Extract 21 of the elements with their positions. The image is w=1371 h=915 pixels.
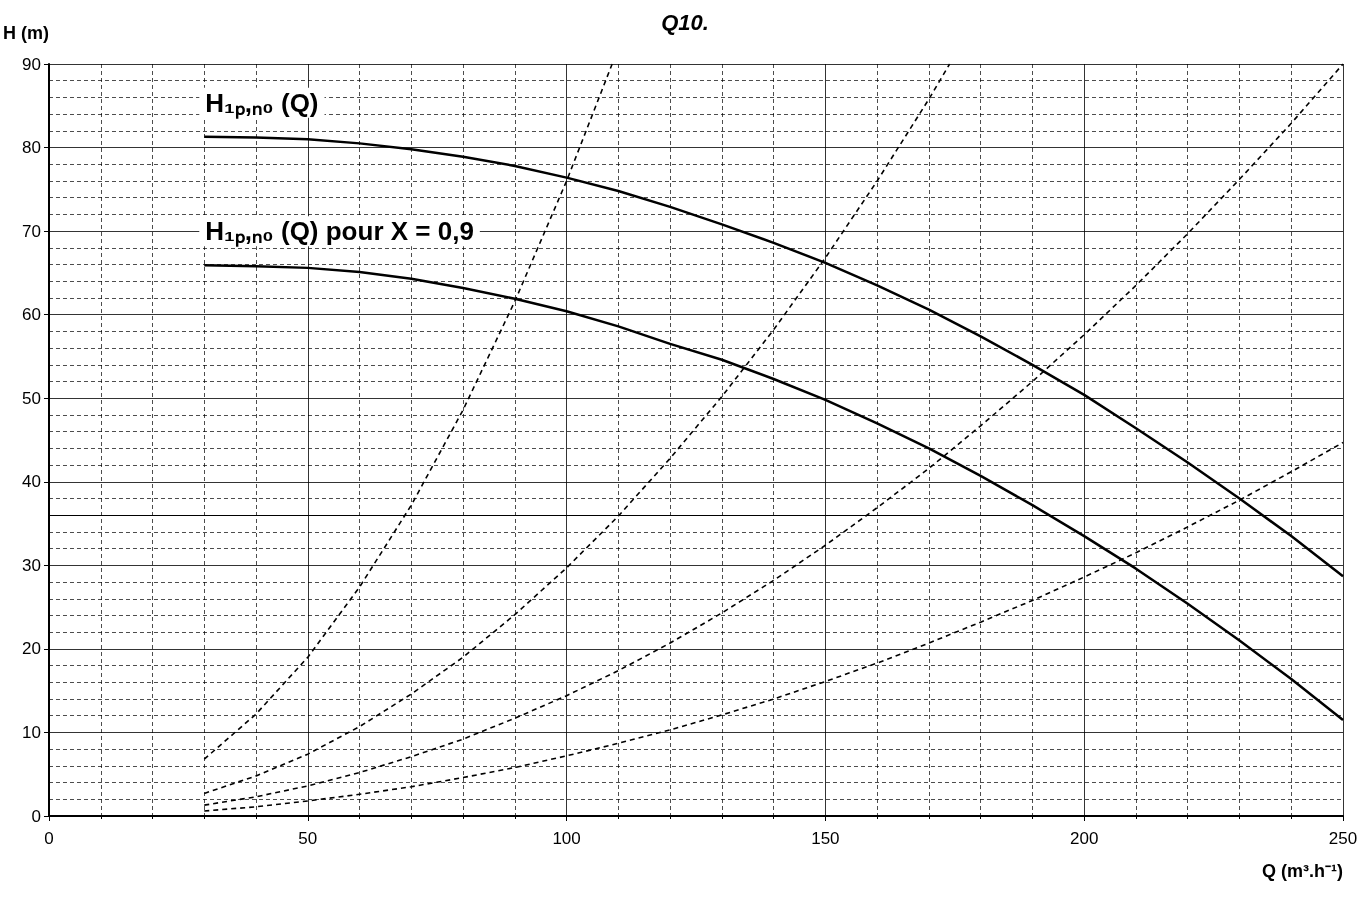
chart-title: Q10. [661, 9, 709, 35]
y-tick-label: 90 [22, 54, 41, 74]
x-axis-title: Q (m³.h⁻¹) [1262, 861, 1343, 881]
x-tick-label: 0 [44, 829, 54, 848]
x-tick-label: 250 [1328, 829, 1358, 848]
y-tick-label: 40 [22, 472, 41, 492]
y-tick-label: 80 [22, 138, 41, 158]
y-tick-label: 10 [22, 722, 41, 742]
y-tick-label: 20 [22, 639, 41, 659]
x-tick-label: 50 [298, 829, 318, 848]
y-tick-label: 50 [22, 388, 41, 408]
y-axis-title: H (m) [2, 23, 49, 43]
x-tick-label: 200 [1070, 829, 1099, 848]
x-tick-label: 100 [552, 829, 581, 848]
x-tick-label: 150 [811, 829, 840, 848]
y-tick-label: 30 [22, 555, 41, 575]
series-label: H₁ₚ,ₙ₀ (Q) [205, 87, 319, 119]
y-tick-label: 60 [22, 305, 41, 325]
series-label: H₁ₚ,ₙ₀ (Q) pour X = 0,9 [205, 216, 474, 248]
y-tick-label: 70 [22, 221, 41, 241]
y-tick-label: 0 [31, 806, 41, 826]
